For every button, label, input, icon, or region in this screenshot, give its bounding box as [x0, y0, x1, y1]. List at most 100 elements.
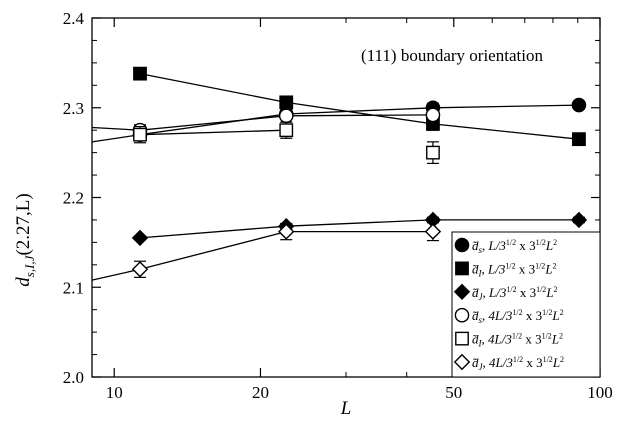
data-point [133, 127, 147, 142]
data-point [425, 107, 441, 123]
legend-marker [454, 307, 470, 323]
legend-label-part: 1/2 [536, 238, 546, 247]
y-tick-label: 2.3 [63, 99, 84, 118]
data-point [279, 123, 294, 138]
legend-label-part: 1/2 [542, 332, 552, 341]
legend-box [451, 231, 601, 378]
data-point [570, 211, 588, 229]
legend-label-part: , [482, 308, 489, 323]
series-s5 [133, 121, 440, 164]
data-point [131, 229, 149, 247]
legend-label-part: L/3 [488, 285, 507, 300]
y-tick-label: 2.0 [63, 368, 84, 387]
x-tick-label: 20 [252, 383, 269, 402]
legend-label-part: 2 [560, 308, 564, 317]
x-axis-label: L [340, 398, 352, 419]
series-line [139, 129, 287, 136]
legend-label-part: 4L/3 [489, 308, 513, 323]
data-point [278, 223, 295, 240]
legend-label-part: 1/2 [513, 355, 523, 364]
data-point [133, 66, 147, 81]
legend-label-part: ̃d [472, 261, 479, 276]
legend-label-part: , [483, 355, 490, 370]
legend-label: ̃dI, L/31/2 x 31/2L2 [472, 261, 557, 278]
legend-label-part: I [478, 268, 483, 278]
series-line [139, 72, 579, 140]
legend-label-part: 1/2 [505, 261, 515, 270]
y-axis-label-rest: (2.27,L) [13, 193, 34, 255]
legend-label-part: 1/2 [512, 308, 522, 317]
legend-marker [453, 283, 471, 300]
data-point [279, 95, 294, 110]
legend-label-part: L [545, 285, 553, 300]
legend-label: ̃ds, L/31/2 x 31/2L2 [472, 238, 557, 255]
series-line [91, 104, 579, 143]
legend-marker [454, 237, 470, 253]
legend-label-part: x 3 [517, 285, 537, 300]
y-tick-label: 2.4 [63, 9, 85, 28]
y-axis-label: ds,I,J(2.27,L) [13, 193, 37, 286]
legend-label-part: L [551, 332, 559, 347]
legend-label-part: 2 [560, 355, 564, 364]
legend-label-part: L [545, 238, 553, 253]
legend-label-part: ̃d [472, 238, 479, 253]
legend-label: ̃dJ, L/31/2 x 31/2L2 [472, 285, 558, 302]
y-tick-label: 2.1 [63, 278, 84, 297]
x-tick-label: 100 [587, 383, 613, 402]
legend-label-part: , [482, 332, 489, 347]
y-tick-label: 2.2 [63, 189, 84, 208]
legend-label-part: I [478, 339, 483, 349]
legend: ̃ds, L/31/2 x 31/2L2̃dI, L/31/2 x 31/2L2… [451, 231, 601, 378]
legend-label-part: 2 [554, 285, 558, 294]
legend-label-part: 1/2 [506, 238, 516, 247]
legend-marker [453, 353, 471, 371]
legend-label-part: s [479, 315, 483, 325]
data-point [571, 97, 587, 113]
data-point [426, 145, 440, 160]
legend-label-part: ̃d [472, 332, 479, 347]
legend-label-part: x 3 [516, 238, 536, 253]
data-point [131, 261, 149, 278]
legend-label-part: 1/2 [543, 355, 553, 364]
data-point [278, 108, 294, 124]
legend-label-part: x 3 [523, 355, 543, 370]
series-line [91, 230, 433, 281]
legend-item-s2: ̃dI, L/31/2 x 31/2L2 [455, 261, 557, 278]
legend-label-part: 2 [553, 261, 557, 270]
series-layer [91, 66, 588, 281]
legend-label-part: 2 [559, 332, 563, 341]
legend-label-part: ̃d [472, 285, 479, 300]
legend-label-part: , [483, 285, 490, 300]
legend-label-part: 1/2 [542, 308, 552, 317]
data-point [572, 132, 586, 147]
x-tick-label: 50 [445, 383, 462, 402]
legend-label-part: 1/2 [536, 285, 546, 294]
svg-text:ds,I,J(2.27,L): ds,I,J(2.27,L) [13, 193, 37, 286]
legend-label-part: ̃d [472, 355, 479, 370]
legend-item-s4: ̃ds, 4L/31/2 x 31/2L2 [454, 307, 564, 325]
legend-label-part: L [544, 261, 552, 276]
chart-annotation: (111) boundary orientation [361, 46, 543, 65]
legend-label-part: 4L/3 [488, 332, 512, 347]
x-tick-label: 10 [106, 383, 123, 402]
legend-label-part: , [482, 261, 489, 276]
legend-label-part: 4L/3 [489, 355, 513, 370]
legend-label-part: 1/2 [512, 332, 522, 341]
series-s6 [91, 222, 442, 281]
legend-label: ̃dJ, 4L/31/2 x 31/2L2 [472, 355, 564, 372]
legend-label-part: 2 [553, 238, 557, 247]
legend-label-part: x 3 [523, 308, 543, 323]
legend-marker [455, 331, 469, 346]
data-point [424, 223, 442, 240]
legend-label-part: 1/2 [506, 285, 516, 294]
series-line [91, 114, 433, 131]
y-axis-label-symbol: d [13, 277, 34, 287]
legend-item-s5: ̃dI, 4L/31/2 x 31/2L2 [455, 331, 563, 349]
legend-label-part: L [551, 308, 559, 323]
legend-label: ̃ds, 4L/31/2 x 31/2L2 [472, 308, 564, 325]
legend-item-s6: ̃dJ, 4L/31/2 x 31/2L2 [453, 353, 564, 372]
series-s1 [91, 97, 587, 143]
legend-label-part: 1/2 [535, 261, 545, 270]
y-axis-label-sub: s,I,J [22, 254, 37, 277]
